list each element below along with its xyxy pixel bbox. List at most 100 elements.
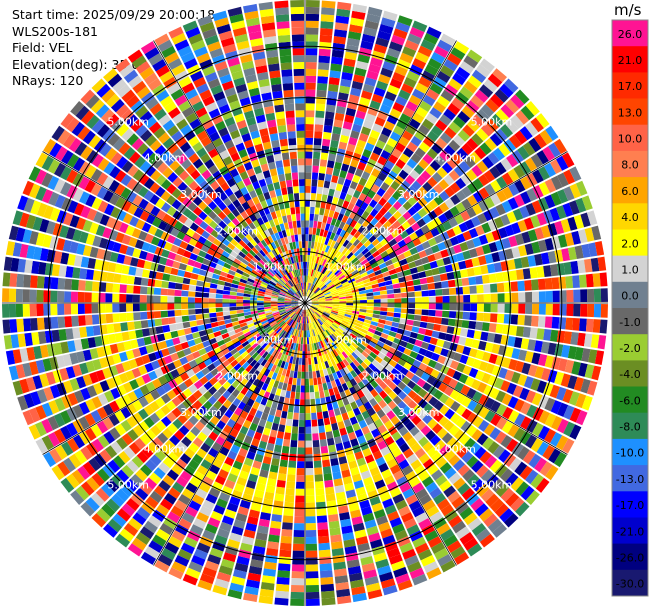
velocity-cell <box>361 33 376 44</box>
velocity-cell <box>428 303 436 310</box>
velocity-cell <box>211 441 222 452</box>
velocity-cell <box>247 516 259 526</box>
velocity-cell <box>519 126 533 141</box>
velocity-cell <box>444 84 459 97</box>
velocity-cell <box>174 343 183 352</box>
velocity-cell <box>525 157 538 172</box>
velocity-cell <box>236 383 244 392</box>
velocity-cell <box>246 320 254 325</box>
velocity-cell <box>63 133 76 149</box>
velocity-cell <box>188 94 202 106</box>
velocity-cell <box>35 232 46 247</box>
velocity-cell <box>231 321 240 327</box>
velocity-cell <box>182 208 193 218</box>
velocity-cell <box>132 294 140 303</box>
velocity-cell <box>241 258 250 266</box>
velocity-cell <box>355 322 363 328</box>
velocity-cell <box>148 472 162 485</box>
velocity-cell <box>511 442 524 457</box>
velocity-cell <box>391 278 400 285</box>
velocity-cell <box>409 331 418 339</box>
velocity-cell <box>499 83 514 98</box>
velocity-cell <box>392 71 405 83</box>
velocity-cell <box>279 269 285 277</box>
velocity-cell <box>466 119 480 132</box>
velocity-cell <box>236 299 244 303</box>
velocity-cell <box>234 272 242 279</box>
velocity-cell <box>72 157 85 172</box>
velocity-cell <box>150 389 161 400</box>
velocity-cell <box>79 326 88 338</box>
velocity-cell <box>278 261 285 269</box>
velocity-cell <box>425 112 438 125</box>
velocity-cell <box>133 285 141 294</box>
velocity-cell <box>184 218 194 228</box>
velocity-cell <box>319 369 325 377</box>
velocity-cell <box>541 225 551 238</box>
velocity-cell <box>291 384 297 392</box>
velocity-cell <box>148 270 157 279</box>
velocity-cell <box>374 221 383 230</box>
velocity-cell <box>415 51 430 64</box>
velocity-cell <box>321 339 327 347</box>
velocity-cell <box>389 78 403 89</box>
velocity-cell <box>409 426 420 437</box>
velocity-cell <box>350 466 360 476</box>
velocity-cell <box>260 223 268 232</box>
velocity-cell <box>192 453 204 465</box>
velocity-cell <box>252 401 260 410</box>
velocity-cell <box>43 317 52 330</box>
velocity-cell <box>164 155 176 167</box>
velocity-cell <box>122 382 133 393</box>
velocity-cell <box>385 364 394 372</box>
velocity-cell <box>263 306 271 310</box>
velocity-cell <box>510 477 524 492</box>
velocity-cell <box>361 228 370 237</box>
velocity-cell <box>343 178 352 188</box>
velocity-cell <box>260 434 269 443</box>
velocity-cell <box>238 347 246 355</box>
velocity-cell <box>153 295 161 303</box>
velocity-cell <box>266 253 273 261</box>
velocity-cell <box>382 343 391 351</box>
velocity-cell <box>414 339 423 347</box>
velocity-cell <box>120 109 134 123</box>
velocity-cell <box>456 233 466 244</box>
velocity-cell <box>240 228 249 237</box>
velocity-cell <box>285 340 291 348</box>
velocity-cell <box>305 206 310 214</box>
velocity-cell <box>269 429 278 438</box>
velocity-cell <box>237 401 247 411</box>
velocity-cell <box>263 303 271 305</box>
velocity-cell <box>414 147 426 159</box>
velocity-cell <box>318 282 325 289</box>
velocity-cell <box>390 368 400 377</box>
velocity-cell <box>144 116 157 129</box>
velocity-cell <box>136 451 149 464</box>
velocity-cell <box>258 288 266 293</box>
velocity-cell <box>131 455 144 468</box>
velocity-cell <box>135 487 149 501</box>
velocity-cell <box>538 291 546 303</box>
velocity-cell <box>334 282 342 288</box>
velocity-cell <box>335 251 342 259</box>
velocity-cell <box>315 117 324 125</box>
velocity-cell <box>405 124 417 136</box>
velocity-cell <box>160 310 168 318</box>
velocity-cell <box>395 158 406 169</box>
velocity-cell <box>528 453 542 469</box>
velocity-cell <box>472 391 483 403</box>
velocity-cell <box>531 352 541 365</box>
velocity-cell <box>207 363 216 372</box>
velocity-cell <box>230 184 240 193</box>
velocity-cell <box>28 424 41 440</box>
velocity-cell <box>360 328 368 334</box>
velocity-cell <box>45 371 56 386</box>
velocity-cell <box>182 409 193 420</box>
velocity-cell <box>134 356 145 367</box>
velocity-cell <box>43 303 51 316</box>
velocity-cell <box>155 528 170 542</box>
velocity-cell <box>180 372 190 382</box>
velocity-cell <box>560 373 571 388</box>
velocity-cell <box>343 231 350 240</box>
